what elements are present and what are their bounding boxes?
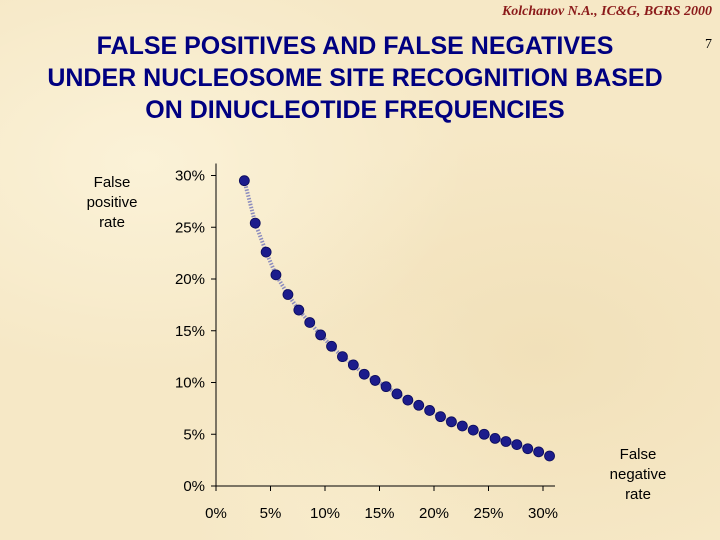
data-point	[326, 340, 337, 352]
slide-number: 7	[705, 37, 712, 52]
x-tick-label: 25%	[473, 505, 503, 522]
y-tick-label: 15%	[175, 323, 205, 340]
title-line-3: ON DINUCLEOTIDE FREQUENCIES	[145, 96, 565, 124]
x-tick-label: 0%	[205, 505, 227, 522]
title-line-1: FALSE POSITIVES AND FALSE NEGATIVES	[96, 32, 614, 60]
y-tick-label: 20%	[175, 271, 205, 288]
data-point	[380, 381, 392, 393]
data-point	[249, 217, 261, 229]
data-point	[391, 388, 403, 400]
data-point	[533, 446, 545, 458]
data-point	[435, 411, 446, 423]
x-tick-label: 5%	[260, 505, 282, 522]
x-tick-label: 10%	[310, 505, 340, 522]
data-point	[369, 375, 381, 386]
data-point	[544, 450, 555, 462]
data-point	[293, 304, 305, 316]
y-tick-label: 5%	[183, 426, 205, 443]
data-point	[424, 405, 436, 416]
data-point	[413, 399, 425, 411]
data-point	[282, 289, 294, 300]
data-point	[456, 420, 468, 432]
data-point	[270, 269, 282, 281]
y-caption-line: False	[93, 174, 131, 191]
y-caption-line: rate	[99, 214, 125, 231]
data-point	[260, 246, 272, 258]
x-tick-label: 15%	[364, 505, 394, 522]
y-tick-label: 0%	[183, 478, 205, 495]
y-tick-label: 30%	[175, 168, 205, 185]
x-caption-line: False	[619, 446, 657, 463]
data-point	[500, 436, 512, 447]
data-point	[337, 351, 348, 363]
x-axis-caption: False negative rate	[596, 445, 680, 505]
data-point	[446, 416, 457, 428]
series-line	[242, 180, 551, 458]
author-credit: Kolchanov N.A., IC&G, BGRS 2000	[501, 4, 712, 19]
data-point	[511, 439, 523, 451]
data-point	[489, 432, 501, 444]
x-tick-label: 20%	[419, 505, 449, 522]
x-caption-line: negative	[609, 466, 667, 483]
data-point	[402, 394, 414, 406]
y-tick-label: 25%	[175, 219, 205, 236]
data-point	[467, 424, 479, 436]
data-point	[478, 428, 490, 440]
x-tick-label: 30%	[528, 505, 558, 522]
data-point	[347, 359, 359, 371]
data-point	[238, 175, 250, 187]
title-line-2: UNDER NUCLEOSOME SITE RECOGNITION BASED	[47, 64, 663, 92]
y-caption-line: positive	[86, 194, 138, 211]
y-tick-label: 10%	[175, 375, 205, 392]
slide-title: FALSE POSITIVES AND FALSE NEGATIVES UNDE…	[0, 30, 710, 126]
data-point	[315, 329, 327, 341]
data-point	[522, 443, 534, 455]
x-caption-line: rate	[625, 486, 651, 503]
data-point	[358, 368, 370, 380]
y-axis-caption: False positive rate	[76, 173, 148, 233]
data-point	[304, 317, 316, 328]
